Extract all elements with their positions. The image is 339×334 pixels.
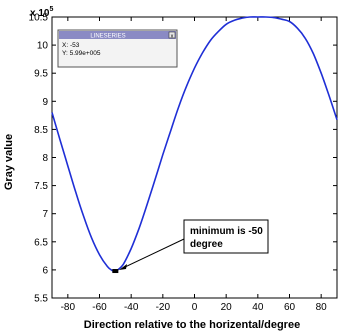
y-multiplier-base: x 10 [30, 8, 50, 19]
datatip-close-button[interactable] [168, 31, 176, 39]
annotation-line-1: minimum is -50 [190, 226, 263, 237]
y-tick-label: 9.5 [34, 69, 48, 80]
y-tick-label: 9 [42, 97, 48, 108]
series-line [51, 16, 338, 272]
datatip-titlebar [59, 31, 176, 39]
x-tick-label: 60 [284, 302, 296, 313]
y-tick-label: 6 [42, 265, 48, 276]
y-tick-label: 5.5 [34, 294, 48, 305]
minimum-marker[interactable] [112, 269, 119, 274]
y-tick-label: 10 [37, 41, 49, 52]
minimum-annotation: minimum is -50 degree [119, 219, 269, 270]
x-tick-label: 40 [252, 302, 264, 313]
datatip-title: LINESERIES [90, 34, 125, 40]
datatip-y-value: Y: 5.99e+005 [62, 50, 101, 57]
annotation-arrow [122, 238, 185, 269]
y-axis-ticks: 5.5 6 6.5 7 7.5 8 8.5 9 9.5 10 10.5 [29, 13, 337, 305]
y-tick-label: 7.5 [34, 181, 48, 192]
datatip-close-icon: x [171, 33, 174, 39]
x-axis-label: Direction relative to the horizental/deg… [84, 319, 300, 331]
y-tick-label: 8.5 [34, 125, 48, 136]
x-tick-label: -60 [92, 302, 107, 313]
x-tick-label: 0 [192, 302, 198, 313]
datatip-x-value: X: -53 [62, 42, 80, 49]
y-tick-label: 7 [42, 209, 48, 220]
annotation-box [183, 219, 269, 254]
y-multiplier-exponent: 5 [49, 6, 53, 13]
datatip-box[interactable]: LINESERIES x X: -53 Y: 5.99e+005 [57, 29, 178, 68]
x-tick-label: 20 [221, 302, 233, 313]
x-tick-label: -40 [124, 302, 139, 313]
x-tick-label: 80 [316, 302, 328, 313]
y-tick-label: 8 [42, 153, 48, 164]
y-axis-multiplier: x 105 [30, 6, 53, 19]
x-tick-label: -80 [61, 302, 76, 313]
y-tick-label: 10.5 [29, 13, 49, 24]
y-axis-label: Gray value [3, 134, 15, 190]
annotation-line-2: degree [190, 239, 223, 250]
y-tick-label: 6.5 [34, 237, 48, 248]
x-axis-ticks: -80 -60 -40 -20 0 20 40 60 80 [61, 17, 328, 313]
annotation-arrowhead [119, 264, 127, 270]
x-tick-label: -20 [156, 302, 171, 313]
